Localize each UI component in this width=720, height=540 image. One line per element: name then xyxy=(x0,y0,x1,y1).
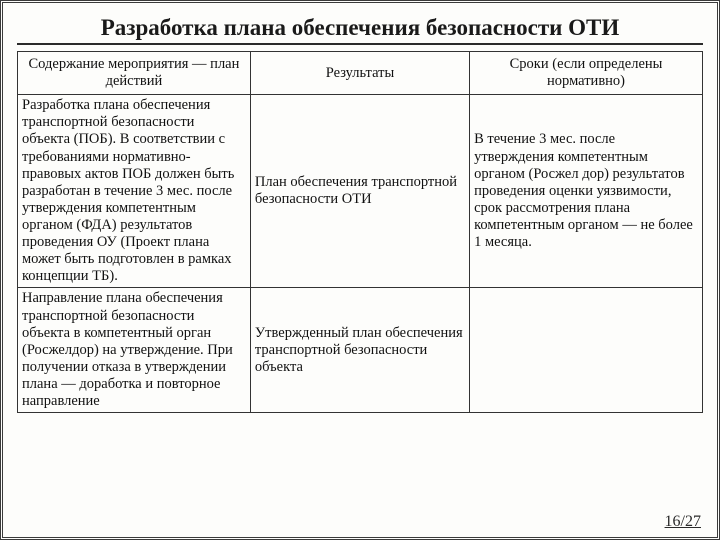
header-col1: Содержание мероприятия — план действий xyxy=(18,52,251,95)
header-col3: Сроки (если определены нормативно) xyxy=(470,52,703,95)
cell-r2c2: Утвержденный план обеспечения транспортн… xyxy=(250,288,469,413)
cell-r1c1: Разработка плана обеспечения транспортно… xyxy=(18,95,251,288)
cell-r1c3: В течение 3 мес. после утверждения компе… xyxy=(470,95,703,288)
cell-r1c2: План обеспечения транспортной безопаснос… xyxy=(250,95,469,288)
slide-frame: Разработка плана обеспечения безопасност… xyxy=(0,0,720,540)
page-number: 16/27 xyxy=(665,513,701,531)
table-row: Направление плана обеспечения транспортн… xyxy=(18,288,703,413)
cell-r2c1: Направление плана обеспечения транспортн… xyxy=(18,288,251,413)
header-col2: Результаты xyxy=(250,52,469,95)
content-table: Содержание мероприятия — план действий Р… xyxy=(17,51,703,413)
slide-title: Разработка плана обеспечения безопасност… xyxy=(17,15,703,45)
table-header-row: Содержание мероприятия — план действий Р… xyxy=(18,52,703,95)
cell-r2c3 xyxy=(470,288,703,413)
table-row: Разработка плана обеспечения транспортно… xyxy=(18,95,703,288)
